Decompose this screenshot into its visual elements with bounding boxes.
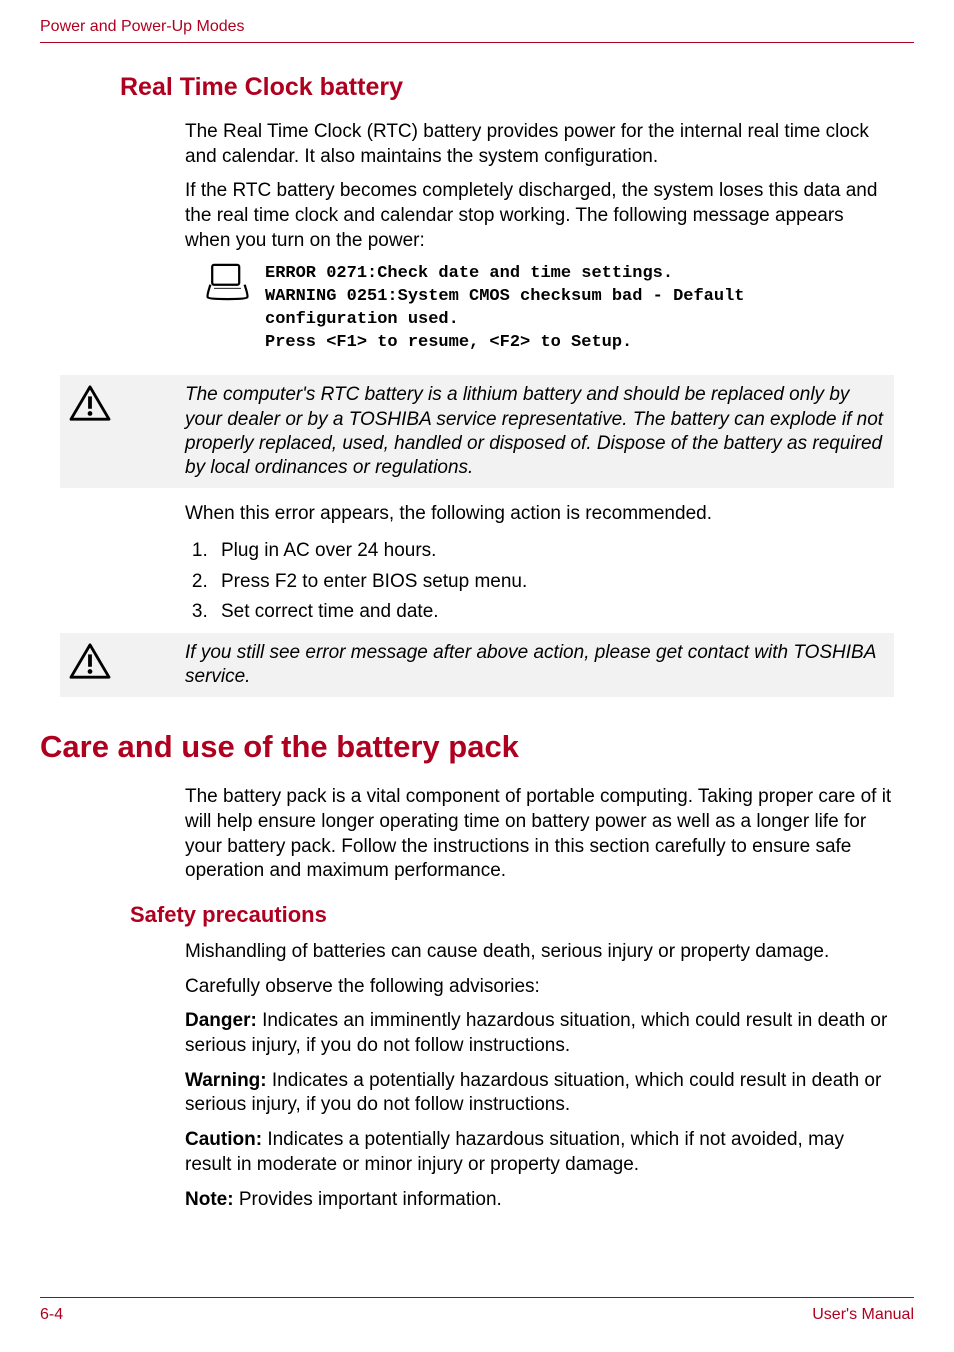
error-line-1: ERROR 0271:Check date and time settings.: [265, 263, 884, 286]
care-paragraph-1: The battery pack is a vital component of…: [185, 785, 894, 884]
error-line-2: WARNING 0251:System CMOS checksum bad - …: [265, 286, 884, 332]
rtc-step-3: Set correct time and date.: [213, 598, 914, 627]
caution-advisory: Caution: Indicates a potentially hazardo…: [185, 1128, 894, 1177]
rtc-warning-text-2: If you still see error message after abo…: [185, 641, 884, 690]
footer-page-number: 6-4: [40, 1306, 63, 1324]
safety-heading: Safety precautions: [130, 902, 914, 928]
caution-text: Indicates a potentially hazardous situat…: [185, 1129, 844, 1175]
laptop-icon: [205, 263, 250, 301]
rtc-steps-list: Plug in AC over 24 hours. Press F2 to en…: [185, 537, 914, 627]
rtc-paragraph-2: If the RTC battery becomes completely di…: [185, 179, 894, 253]
warning-icon-container: [60, 383, 120, 423]
rtc-warning-text-1: The computer's RTC battery is a lithium …: [185, 383, 884, 480]
warning-label: Warning:: [185, 1070, 267, 1091]
note-text: Provides important information.: [234, 1189, 502, 1210]
safety-paragraph-1: Mishandling of batteries can cause death…: [185, 940, 894, 965]
danger-text: Indicates an imminently hazardous situat…: [185, 1010, 887, 1056]
danger-advisory: Danger: Indicates an imminently hazardou…: [185, 1009, 894, 1058]
danger-label: Danger:: [185, 1010, 257, 1031]
warning-text: Indicates a potentially hazardous situat…: [185, 1070, 881, 1116]
warning-icon: [69, 385, 111, 423]
page-header: Power and Power-Up Modes: [40, 0, 914, 43]
caution-label: Caution:: [185, 1129, 262, 1150]
note-advisory: Note: Provides important information.: [185, 1188, 894, 1213]
warning-icon: [69, 643, 111, 681]
page-footer: 6-4 User's Manual: [40, 1297, 914, 1324]
rtc-warning-box-2: If you still see error message after abo…: [60, 633, 894, 698]
footer-doc-title: User's Manual: [812, 1306, 914, 1324]
header-section-title: Power and Power-Up Modes: [40, 18, 245, 36]
error-line-3: Press <F1> to resume, <F2> to Setup.: [265, 332, 884, 355]
rtc-warning-box-1: The computer's RTC battery is a lithium …: [60, 375, 894, 488]
safety-paragraph-2: Carefully observe the following advisori…: [185, 975, 894, 1000]
rtc-step-1: Plug in AC over 24 hours.: [213, 537, 914, 566]
warning-icon-container: [60, 641, 120, 681]
care-heading: Care and use of the battery pack: [40, 729, 914, 765]
rtc-step-2: Press F2 to enter BIOS setup menu.: [213, 568, 914, 597]
rtc-heading: Real Time Clock battery: [120, 73, 914, 102]
error-message-block: ERROR 0271:Check date and time settings.…: [265, 263, 884, 355]
rtc-paragraph-1: The Real Time Clock (RTC) battery provid…: [185, 120, 894, 169]
note-label: Note:: [185, 1189, 234, 1210]
warning-advisory: Warning: Indicates a potentially hazardo…: [185, 1069, 894, 1118]
rtc-paragraph-3: When this error appears, the following a…: [185, 502, 894, 527]
